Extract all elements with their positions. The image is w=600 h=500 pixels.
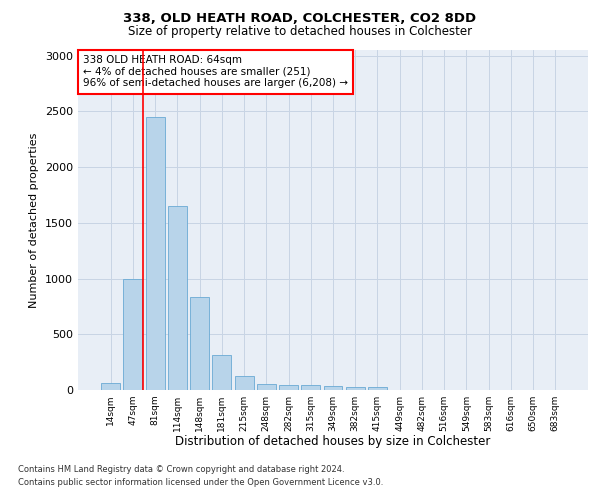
Bar xyxy=(346,387,365,390)
Bar xyxy=(301,385,320,390)
Bar xyxy=(235,376,254,390)
Text: Contains HM Land Registry data © Crown copyright and database right 2024.: Contains HM Land Registry data © Crown c… xyxy=(18,466,344,474)
Bar xyxy=(101,383,120,390)
Bar xyxy=(368,386,387,390)
Text: Distribution of detached houses by size in Colchester: Distribution of detached houses by size … xyxy=(175,435,491,448)
Bar xyxy=(257,384,276,390)
Bar xyxy=(146,117,164,390)
Y-axis label: Number of detached properties: Number of detached properties xyxy=(29,132,40,308)
Text: Contains public sector information licensed under the Open Government Licence v3: Contains public sector information licen… xyxy=(18,478,383,487)
Text: 338, OLD HEATH ROAD, COLCHESTER, CO2 8DD: 338, OLD HEATH ROAD, COLCHESTER, CO2 8DD xyxy=(124,12,476,26)
Bar xyxy=(212,356,231,390)
Bar xyxy=(168,206,187,390)
Bar xyxy=(190,298,209,390)
Text: 338 OLD HEATH ROAD: 64sqm
← 4% of detached houses are smaller (251)
96% of semi-: 338 OLD HEATH ROAD: 64sqm ← 4% of detach… xyxy=(83,55,348,88)
Bar xyxy=(323,386,343,390)
Text: Size of property relative to detached houses in Colchester: Size of property relative to detached ho… xyxy=(128,25,472,38)
Bar xyxy=(124,278,142,390)
Bar xyxy=(279,385,298,390)
